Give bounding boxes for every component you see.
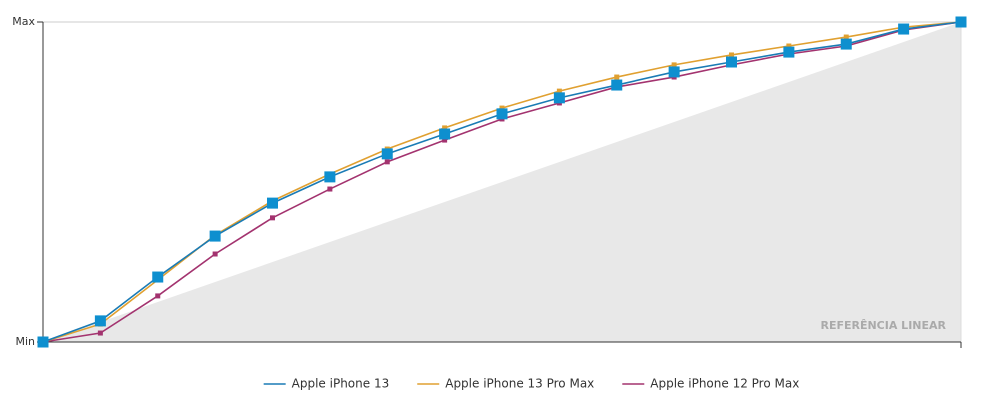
marker bbox=[94, 315, 106, 327]
marker bbox=[209, 230, 221, 242]
marker bbox=[155, 293, 161, 299]
y-tick-label: Max bbox=[12, 15, 35, 28]
marker bbox=[726, 56, 737, 68]
legend-label: Apple iPhone 13 bbox=[292, 377, 390, 391]
marker bbox=[384, 159, 390, 165]
marker bbox=[671, 62, 677, 68]
marker bbox=[553, 92, 565, 104]
marker bbox=[442, 137, 448, 143]
legend-label: Apple iPhone 12 Pro Max bbox=[650, 377, 799, 391]
marker bbox=[97, 330, 103, 336]
marker bbox=[955, 16, 967, 28]
legend-label: Apple iPhone 13 Pro Max bbox=[445, 377, 594, 391]
marker bbox=[668, 66, 680, 78]
marker bbox=[786, 43, 792, 49]
marker bbox=[324, 171, 336, 183]
marker bbox=[496, 108, 508, 120]
reference-label: REFERÊNCIA LINEAR bbox=[820, 319, 946, 332]
marker bbox=[267, 197, 278, 209]
marker bbox=[783, 46, 795, 58]
marker bbox=[614, 74, 620, 80]
marker bbox=[439, 128, 451, 140]
y-tick-label: Min bbox=[15, 335, 35, 348]
marker bbox=[212, 251, 218, 257]
marker bbox=[152, 271, 164, 283]
marker bbox=[37, 336, 49, 348]
marker bbox=[840, 38, 852, 50]
marker bbox=[381, 148, 393, 160]
marker bbox=[898, 23, 910, 35]
marker bbox=[611, 79, 623, 91]
marker bbox=[499, 105, 505, 111]
marker bbox=[442, 125, 448, 131]
marker bbox=[270, 215, 275, 221]
marker bbox=[327, 186, 333, 192]
marker bbox=[843, 34, 849, 40]
reference-area bbox=[43, 22, 961, 342]
marker bbox=[556, 88, 562, 94]
marker bbox=[729, 52, 734, 58]
